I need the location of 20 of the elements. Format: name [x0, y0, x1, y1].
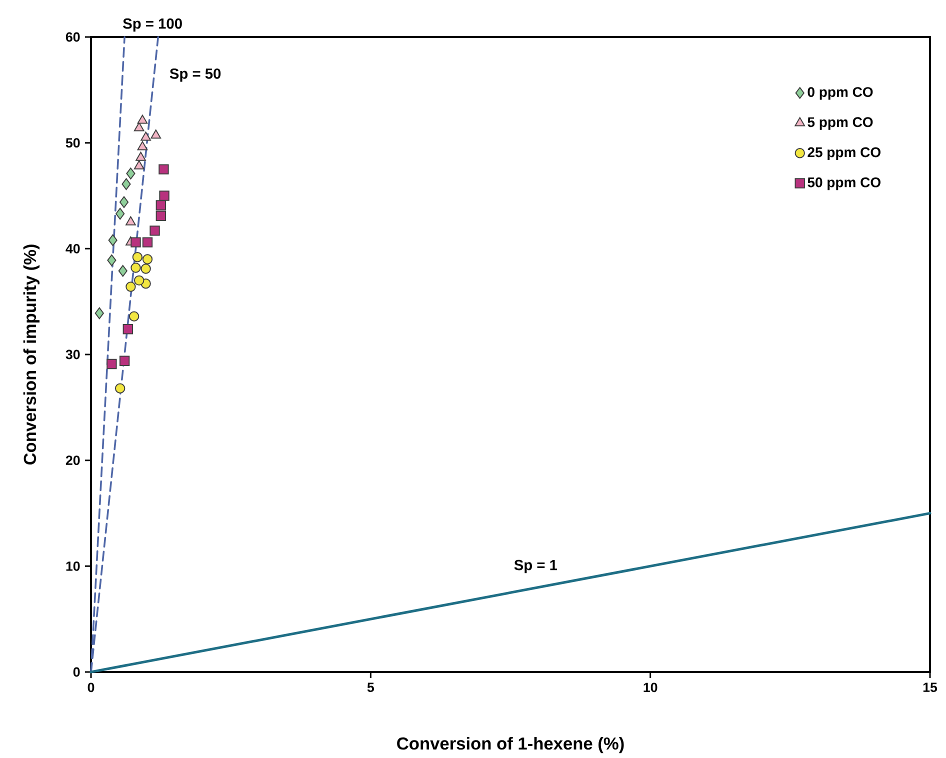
- y-tick-label: 0: [73, 667, 80, 677]
- y-tick-label: 50: [66, 138, 80, 148]
- series-label: Sp = 50: [170, 68, 221, 82]
- legend-label: 0 ppm CO: [808, 87, 873, 100]
- y-axis-title: Conversion of impurity (%): [23, 244, 40, 465]
- series-label: Sp = 1: [514, 560, 558, 574]
- series-label: Sp = 100: [123, 18, 182, 32]
- x-tick-label: 5: [367, 682, 374, 692]
- y-tick-label: 10: [66, 561, 80, 571]
- x-tick-label: 0: [88, 682, 94, 692]
- x-tick-label: 10: [644, 682, 658, 692]
- y-tick-label: 60: [66, 32, 80, 42]
- legend-label: 50 ppm CO: [808, 177, 881, 190]
- y-tick-label: 20: [66, 456, 80, 466]
- y-tick-label: 40: [66, 244, 80, 254]
- y-tick-label: 30: [66, 350, 80, 360]
- x-axis-title: Conversion of 1-hexene (%): [397, 736, 624, 754]
- legend-label: 25 ppm CO: [808, 147, 881, 160]
- x-tick-label: 15: [923, 682, 938, 692]
- legend-label: 5 ppm CO: [808, 117, 873, 130]
